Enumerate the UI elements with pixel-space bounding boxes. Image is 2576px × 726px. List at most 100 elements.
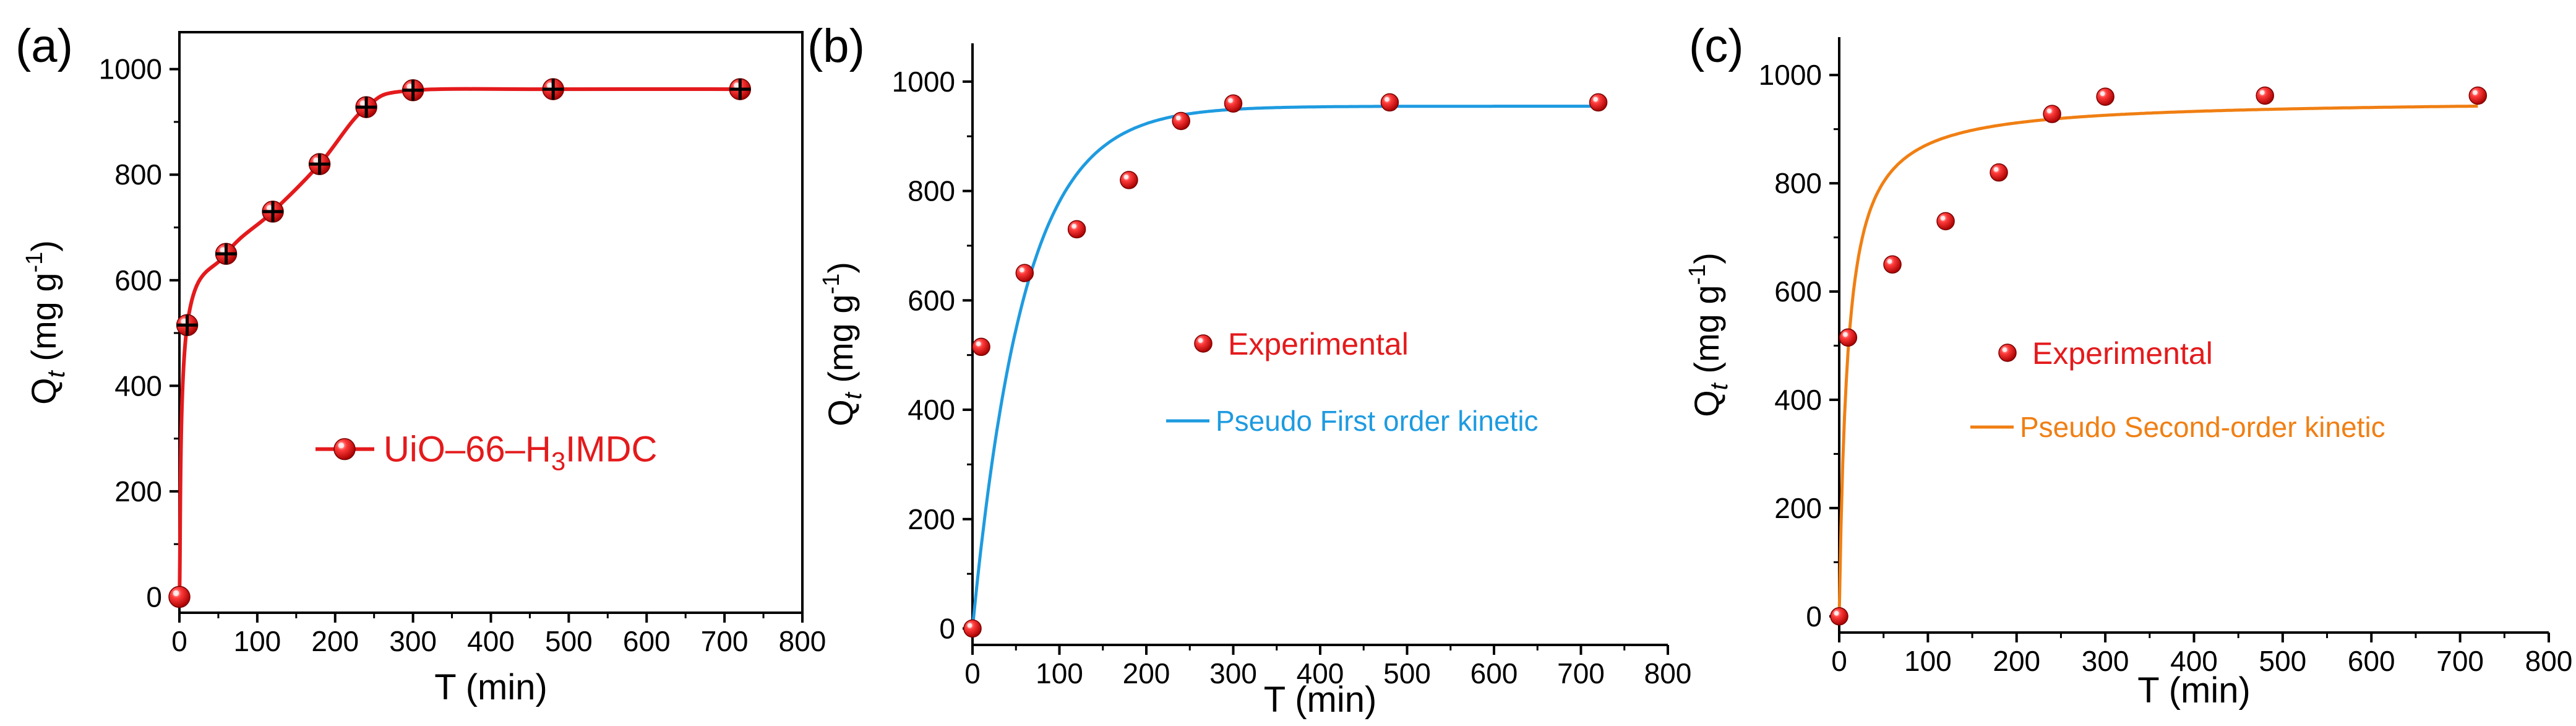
legend-label: UiO–66–H3IMDC (384, 430, 657, 476)
y-tick-label: 1000 (892, 66, 955, 98)
y-tick-label: 200 (1774, 492, 1822, 524)
x-tick-label: 100 (1036, 657, 1083, 689)
y-tick-label: 0 (939, 612, 955, 644)
x-tick-label: 200 (1123, 657, 1170, 689)
x-tick-label: 100 (1904, 645, 1952, 677)
x-axis-title: T (min) (1264, 680, 1377, 720)
x-tick-label: 700 (701, 625, 749, 657)
y-axis-title: Qt (mg g-1) (22, 240, 70, 405)
x-axis-title: T (min) (434, 667, 547, 707)
legend: Experimental Pseudo First order kinetic (1166, 327, 1539, 437)
y-title-sup: -1 (1685, 264, 1711, 285)
panel-label: (a) (15, 20, 73, 72)
data-point (1936, 212, 1955, 231)
x-axis-title: T (min) (2137, 670, 2251, 711)
y-tick-label: 0 (1806, 600, 1822, 633)
y-title-q: Q (1687, 390, 1726, 417)
data-point (168, 586, 191, 608)
fit-curve (1837, 105, 2478, 616)
data-point (1830, 607, 1848, 626)
x-tick-label: 500 (1383, 657, 1431, 689)
data-point (1224, 94, 1243, 113)
cross-marker (262, 201, 284, 222)
y-tick-label: 400 (1774, 384, 1822, 416)
y-title-q: Q (821, 399, 860, 426)
data-point (1380, 93, 1399, 112)
legend-label-experimental: Experimental (2032, 336, 2213, 371)
data-point (2468, 86, 2488, 105)
data-point (2096, 87, 2114, 106)
y-tick-label: 400 (908, 394, 955, 426)
x-tick-label: 800 (2525, 645, 2573, 677)
x-tick-label: 600 (2348, 645, 2395, 677)
x-tick-label: 800 (1644, 657, 1692, 689)
x-tick-label: 0 (171, 625, 187, 657)
data-point (2043, 105, 2061, 123)
x-tick-label: 200 (1993, 645, 2040, 677)
y-tick-label: 800 (1774, 167, 1822, 199)
x-tick-label: 300 (389, 625, 437, 657)
y-tick-label: 200 (908, 503, 955, 535)
y-title-sup: -1 (22, 252, 48, 273)
data-point (1839, 328, 1858, 347)
legend-label-fit: Pseudo First order kinetic (1216, 405, 1539, 437)
x-tick-label: 500 (2259, 645, 2307, 677)
x-tick-label: 300 (1209, 657, 1257, 689)
y-title-unit: (mg g (24, 273, 63, 371)
data-point (963, 619, 982, 638)
x-tick-label: 400 (467, 625, 515, 657)
data-point (1883, 255, 1902, 274)
y-title-unit: (mg g (1687, 285, 1726, 384)
x-tick-label: 0 (964, 657, 981, 689)
y-tick-label: 800 (908, 175, 955, 207)
fit-curve (971, 105, 1599, 629)
y-tick-label: 600 (114, 264, 162, 296)
y-title-sup: -1 (818, 274, 844, 295)
y-tick-label: 200 (114, 475, 162, 508)
y-title-q: Q (24, 378, 63, 405)
y-tick-label: 600 (908, 284, 955, 316)
y-title-close: ) (24, 240, 63, 252)
x-tick-label: 700 (1557, 657, 1605, 689)
panel-label: (c) (1689, 20, 1744, 72)
y-title-close: ) (821, 262, 860, 274)
y-axis-title: Qt (mg g-1) (818, 262, 867, 426)
data-point (1990, 163, 2008, 182)
y-tick-label: 1000 (99, 53, 162, 85)
cross-marker (402, 79, 424, 101)
legend: Experimental Pseudo Second-order kinetic (1970, 336, 2385, 443)
legend-label-fit: Pseudo Second-order kinetic (2020, 411, 2385, 443)
x-tick-label: 300 (2082, 645, 2129, 677)
panel-c: 0 100 200 300 400 500 600 700 800 0 200 400 600 800 10… (1685, 20, 2572, 711)
panel-a: 0 100 200 300 400 500 600 700 800 0 200 400 600 800 10… (15, 20, 826, 707)
data-point (2256, 86, 2274, 105)
data-point (1015, 264, 1034, 282)
data-point (1120, 171, 1138, 189)
x-tick-label: 0 (1831, 645, 1847, 677)
x-tick-label: 800 (779, 625, 826, 657)
x-tick-label: 400 (2170, 645, 2218, 677)
data-point (1589, 93, 1608, 112)
legend-marker (333, 438, 356, 460)
y-title-unit: (mg g (821, 295, 860, 393)
x-tick-label: 700 (2436, 645, 2484, 677)
cross-marker (356, 97, 377, 118)
series-line (178, 87, 741, 597)
y-axis-title: Qt (mg g-1) (1685, 253, 1733, 417)
y-title-close: ) (1687, 253, 1726, 264)
x-tick-label: 400 (1297, 657, 1344, 689)
panel-label: (b) (807, 20, 865, 72)
legend: UiO–66–H3IMDC (316, 430, 657, 476)
y-title-sub: t (839, 391, 867, 399)
y-tick-label: 600 (1774, 275, 1822, 308)
y-title-sub: t (43, 369, 70, 378)
cross-marker (543, 79, 564, 100)
data-point (1172, 111, 1190, 131)
cross-marker (729, 79, 751, 100)
x-tick-label: 600 (623, 625, 671, 657)
y-tick-label: 800 (114, 158, 162, 191)
cross-marker (176, 314, 198, 336)
data-point (1067, 220, 1086, 239)
